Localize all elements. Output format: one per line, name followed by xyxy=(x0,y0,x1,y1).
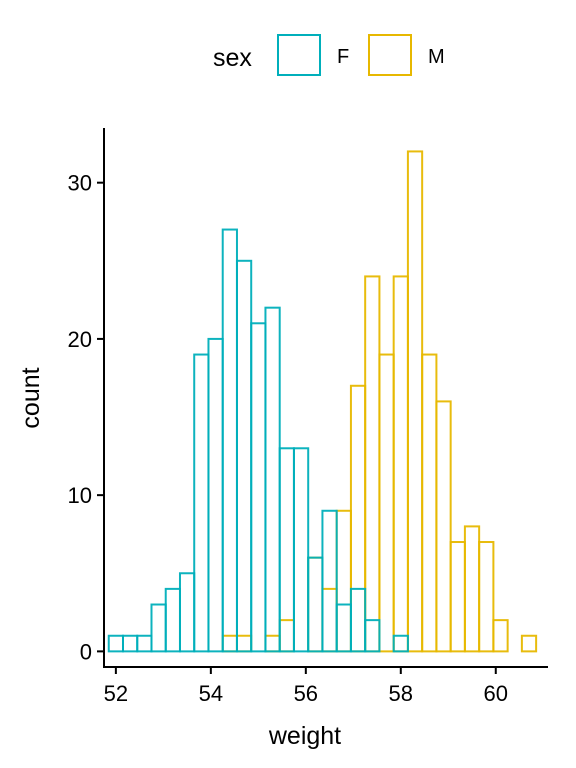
bar-m-4 xyxy=(278,619,295,653)
bar-m-8 xyxy=(335,509,352,653)
y-tick-label-30: 30 xyxy=(68,171,92,196)
bar-f-8 xyxy=(221,228,238,653)
bar-m-0 xyxy=(221,634,238,653)
bar-f-5 xyxy=(178,572,196,653)
x-axis-ticks: 52 54 56 58 60 xyxy=(104,667,508,706)
plot-area xyxy=(107,150,538,653)
bar-m-10 xyxy=(364,275,381,653)
bar-m-12 xyxy=(392,275,409,653)
bar-f-17 xyxy=(349,587,367,653)
bar-m-19 xyxy=(492,619,509,653)
bar-m-11 xyxy=(378,353,395,653)
bar-f-15 xyxy=(321,509,338,653)
bar-f-7 xyxy=(207,337,224,653)
y-tick-label-10: 10 xyxy=(68,483,92,508)
bar-f-3 xyxy=(150,603,167,653)
bar-f-1 xyxy=(121,634,139,653)
bar-m-9 xyxy=(349,384,367,653)
bar-m-17 xyxy=(463,525,481,653)
x-axis-title: weight xyxy=(268,722,341,750)
bar-f-20 xyxy=(392,634,409,653)
bar-f-6 xyxy=(193,353,210,653)
bar-f-13 xyxy=(292,447,310,653)
bar-f-11 xyxy=(264,306,281,653)
bar-f-0 xyxy=(107,634,124,653)
legend-label-f: F xyxy=(337,46,349,68)
bar-m-1 xyxy=(235,634,253,653)
legend-key-m xyxy=(368,34,412,76)
legend-key-f xyxy=(277,34,321,76)
y-axis-title: count xyxy=(17,367,45,428)
bar-m-7 xyxy=(321,587,338,653)
bar-m-18 xyxy=(478,541,495,653)
y-tick-label-20: 20 xyxy=(68,327,92,352)
legend-title: sex xyxy=(213,44,252,72)
legend: sex F M xyxy=(213,34,445,76)
bar-m-6 xyxy=(307,556,324,653)
bar-f-14 xyxy=(307,556,324,653)
x-tick-label-58: 58 xyxy=(389,681,413,706)
bar-f-2 xyxy=(136,634,153,653)
x-tick-label-54: 54 xyxy=(199,681,223,706)
bar-m-15 xyxy=(435,400,452,653)
bar-m-14 xyxy=(421,353,438,653)
y-axis-ticks: 0 10 20 30 xyxy=(68,171,104,664)
bar-f-18 xyxy=(364,619,381,653)
bar-m-21 xyxy=(520,634,538,653)
bar-m-16 xyxy=(449,541,466,653)
bar-f-4 xyxy=(164,587,181,653)
y-tick-label-0: 0 xyxy=(80,639,92,664)
x-tick-label-56: 56 xyxy=(294,681,318,706)
bar-f-16 xyxy=(335,603,352,653)
bar-f-10 xyxy=(250,322,267,653)
x-tick-label-52: 52 xyxy=(104,681,128,706)
bar-f-9 xyxy=(235,259,253,653)
bar-m-3 xyxy=(264,634,281,653)
series-m-bars xyxy=(221,150,538,653)
legend-label-m: M xyxy=(428,46,445,68)
bar-m-13 xyxy=(406,150,424,653)
x-tick-label-60: 60 xyxy=(484,681,508,706)
series-f-bars xyxy=(107,228,409,653)
